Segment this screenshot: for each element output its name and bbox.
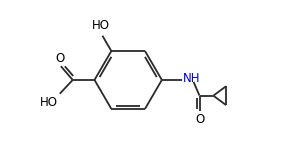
Text: O: O	[55, 52, 65, 65]
Text: O: O	[195, 113, 204, 126]
Text: HO: HO	[91, 19, 109, 32]
Text: NH: NH	[183, 73, 200, 85]
Text: HO: HO	[40, 96, 58, 109]
